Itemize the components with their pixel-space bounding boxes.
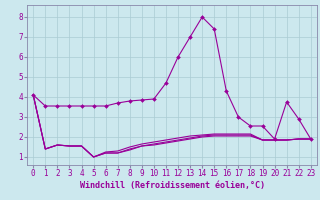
X-axis label: Windchill (Refroidissement éolien,°C): Windchill (Refroidissement éolien,°C) [79,181,265,190]
